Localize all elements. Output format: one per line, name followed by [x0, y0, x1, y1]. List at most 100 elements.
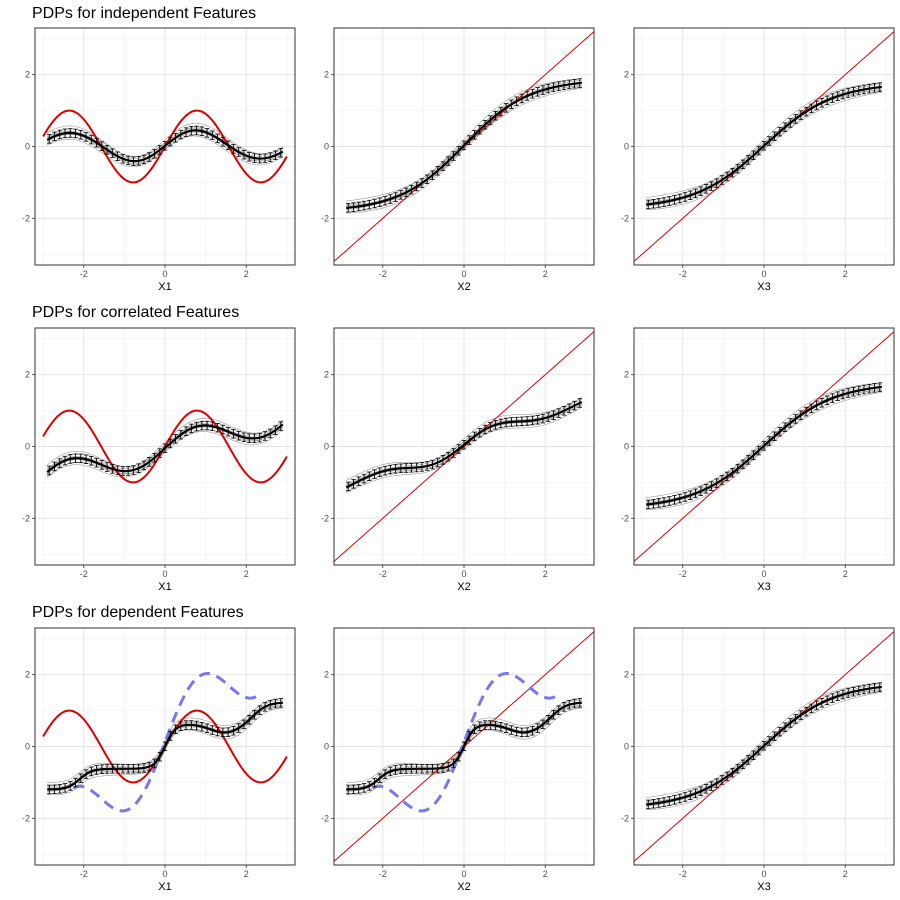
y-tick-label: 0: [624, 742, 629, 752]
plot-area: [42, 109, 288, 184]
x-tick-label: -2: [80, 569, 88, 579]
x-tick-label: -2: [379, 569, 387, 579]
panel-x3-row2: -2 0 2 -2 0 2 X3: [621, 627, 895, 893]
x-axis-title: X1: [158, 581, 171, 593]
replicate-curve: [346, 698, 582, 783]
y-tick-label: -2: [321, 813, 329, 823]
y-tick-label: 2: [25, 370, 30, 380]
y-tick-label: -2: [321, 513, 329, 523]
plot-area: [42, 671, 288, 813]
plot-area: [42, 409, 288, 484]
pdp-mean-with-errorbars: [345, 398, 583, 492]
replicate-curve: [646, 682, 882, 798]
row-title-independent: PDPs for independent Features: [32, 5, 257, 22]
replicate-curve: [47, 698, 283, 783]
y-tick-label: 2: [25, 70, 30, 80]
replicate-curve: [646, 82, 882, 198]
x-tick-label: 2: [543, 569, 548, 579]
y-tick-label: 2: [624, 370, 629, 380]
panel-x1-row1: -2 0 2 -2 0 2 X1: [22, 327, 296, 593]
x-tick-label: 2: [244, 269, 249, 279]
replicate-curve: [646, 382, 882, 498]
y-tick-label: -2: [321, 213, 329, 223]
pdp-mean-with-errorbars: [346, 78, 582, 213]
replicate-curve: [346, 78, 582, 202]
pdp-mean-with-errorbars: [46, 420, 284, 476]
x-tick-label: 0: [761, 869, 766, 879]
x-axis-title: X3: [757, 581, 770, 593]
plot-area: [634, 330, 894, 563]
x-tick-label: 2: [244, 869, 249, 879]
x-tick-label: -2: [679, 269, 687, 279]
y-tick-label: 2: [25, 670, 30, 680]
x-axis-title: X3: [757, 881, 770, 893]
y-tick-label: 2: [624, 70, 629, 80]
x-tick-label: -2: [379, 869, 387, 879]
x-tick-label: -2: [80, 269, 88, 279]
replicate-curve: [46, 418, 284, 468]
x-tick-label: 0: [461, 269, 466, 279]
y-tick-label: 2: [324, 370, 329, 380]
y-tick-label: -2: [621, 813, 629, 823]
x-tick-label: 2: [843, 569, 848, 579]
replicate-curve: [346, 397, 582, 481]
panel-x1-row2: -2 0 2 -2 0 2 X1: [22, 627, 296, 893]
gridlines: [35, 628, 295, 865]
panel-x3-row0: -2 0 2 -2 0 2 X3: [621, 27, 895, 293]
x-axis-title: X2: [457, 581, 470, 593]
row-title-correlated: PDPs for correlated Features: [32, 304, 240, 321]
pdp-mean-with-errorbars: [46, 125, 284, 166]
gridlines: [634, 628, 894, 865]
plot-area: [334, 630, 594, 863]
y-tick-label: -2: [621, 513, 629, 523]
pdp-mean-with-errorbars: [646, 682, 882, 810]
x-tick-label: 2: [244, 569, 249, 579]
y-tick-label: 2: [624, 670, 629, 680]
x-tick-label: -2: [679, 869, 687, 879]
plot-area: [634, 30, 894, 263]
x-tick-label: -2: [679, 569, 687, 579]
y-tick-label: -2: [22, 813, 30, 823]
x-tick-label: 0: [162, 869, 167, 879]
y-tick-label: -2: [22, 213, 30, 223]
x-tick-label: 0: [162, 569, 167, 579]
x-axis-title: X1: [158, 881, 171, 893]
y-tick-label: -2: [22, 513, 30, 523]
x-tick-label: 0: [461, 869, 466, 879]
y-tick-label: 0: [25, 142, 30, 152]
pdp-mean-with-errorbars: [646, 82, 882, 210]
y-tick-label: 2: [324, 670, 329, 680]
x-tick-label: 0: [761, 569, 766, 579]
y-tick-label: 2: [324, 70, 329, 80]
row-title-dependent: PDPs for dependent Features: [32, 604, 244, 621]
y-tick-label: -2: [621, 213, 629, 223]
x-axis-title: X2: [457, 881, 470, 893]
x-tick-label: -2: [80, 869, 88, 879]
panel-x2-row1: -2 0 2 -2 0 2 X2: [321, 327, 595, 593]
plot-area: [334, 30, 594, 263]
plot-area: [334, 330, 594, 563]
x-axis-title: X1: [158, 281, 171, 293]
x-tick-label: 2: [843, 269, 848, 279]
gridlines: [334, 628, 594, 865]
x-tick-label: 0: [461, 569, 466, 579]
panel-x2-row2: -2 0 2 -2 0 2 X2: [321, 627, 595, 893]
y-tick-label: 0: [624, 442, 629, 452]
y-tick-label: 0: [324, 442, 329, 452]
x-axis-title: X2: [457, 281, 470, 293]
y-tick-label: 0: [324, 742, 329, 752]
x-tick-label: 2: [543, 269, 548, 279]
panel-x1-row0: -2 0 2 -2 0 2 X1: [22, 27, 296, 293]
panel-x3-row1: -2 0 2 -2 0 2 X3: [621, 327, 895, 593]
x-axis-title: X3: [757, 281, 770, 293]
replicate-curve: [47, 123, 283, 158]
y-tick-label: 0: [624, 142, 629, 152]
pdp-mean-with-errorbars: [47, 698, 283, 795]
pdp-mean-with-errorbars: [646, 382, 882, 510]
x-tick-label: 2: [843, 869, 848, 879]
x-tick-label: 0: [162, 269, 167, 279]
plot-area: [634, 630, 894, 863]
y-tick-label: 0: [324, 142, 329, 152]
x-tick-label: 2: [543, 869, 548, 879]
